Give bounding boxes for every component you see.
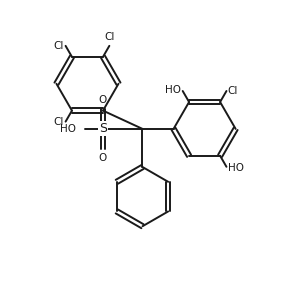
Text: HO: HO: [228, 163, 244, 173]
Text: HO: HO: [60, 124, 76, 134]
Text: O: O: [99, 153, 107, 163]
Text: Cl: Cl: [104, 33, 115, 42]
Text: HO: HO: [165, 85, 181, 95]
Text: Cl: Cl: [54, 41, 64, 51]
Text: Cl: Cl: [228, 86, 238, 96]
Text: S: S: [99, 122, 107, 135]
Text: Cl: Cl: [54, 117, 64, 127]
Text: O: O: [99, 95, 107, 105]
